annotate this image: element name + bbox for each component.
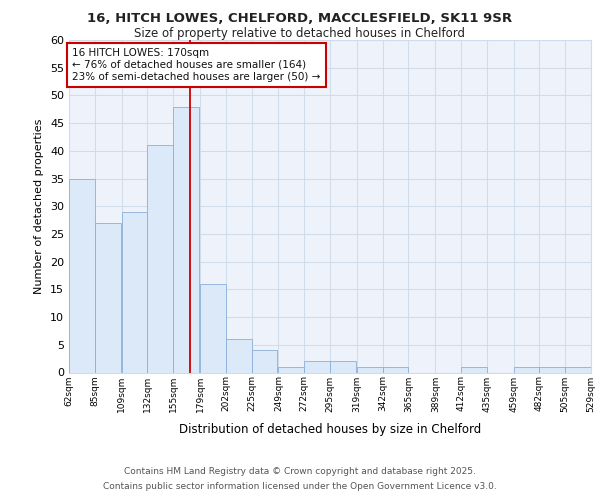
Bar (514, 367, 539, 372)
Bar (173, 106, 199, 372)
Bar (357, 367, 383, 372)
Text: Contains public sector information licensed under the Open Government Licence v3: Contains public sector information licen… (103, 482, 497, 491)
Text: 16 HITCH LOWES: 170sqm
← 76% of detached houses are smaller (164)
23% of semi-de: 16 HITCH LOWES: 170sqm ← 76% of detached… (73, 48, 321, 82)
Text: 16, HITCH LOWES, CHELFORD, MACCLESFIELD, SK11 9SR: 16, HITCH LOWES, CHELFORD, MACCLESFIELD,… (88, 12, 512, 26)
Bar (148, 146, 173, 372)
Y-axis label: Number of detached properties: Number of detached properties (34, 118, 44, 294)
Bar (330, 362, 356, 372)
Text: Contains HM Land Registry data © Crown copyright and database right 2025.: Contains HM Land Registry data © Crown c… (124, 467, 476, 476)
Bar (565, 367, 591, 372)
Bar (383, 367, 409, 372)
Bar (122, 212, 148, 372)
Bar (226, 339, 251, 372)
Bar (69, 178, 95, 372)
Bar (200, 284, 226, 372)
Text: Size of property relative to detached houses in Chelford: Size of property relative to detached ho… (134, 28, 466, 40)
Bar (251, 350, 277, 372)
Bar (461, 367, 487, 372)
X-axis label: Distribution of detached houses by size in Chelford: Distribution of detached houses by size … (179, 423, 481, 436)
Bar (95, 223, 121, 372)
Bar (304, 362, 330, 372)
Bar (539, 367, 565, 372)
Bar (278, 367, 304, 372)
